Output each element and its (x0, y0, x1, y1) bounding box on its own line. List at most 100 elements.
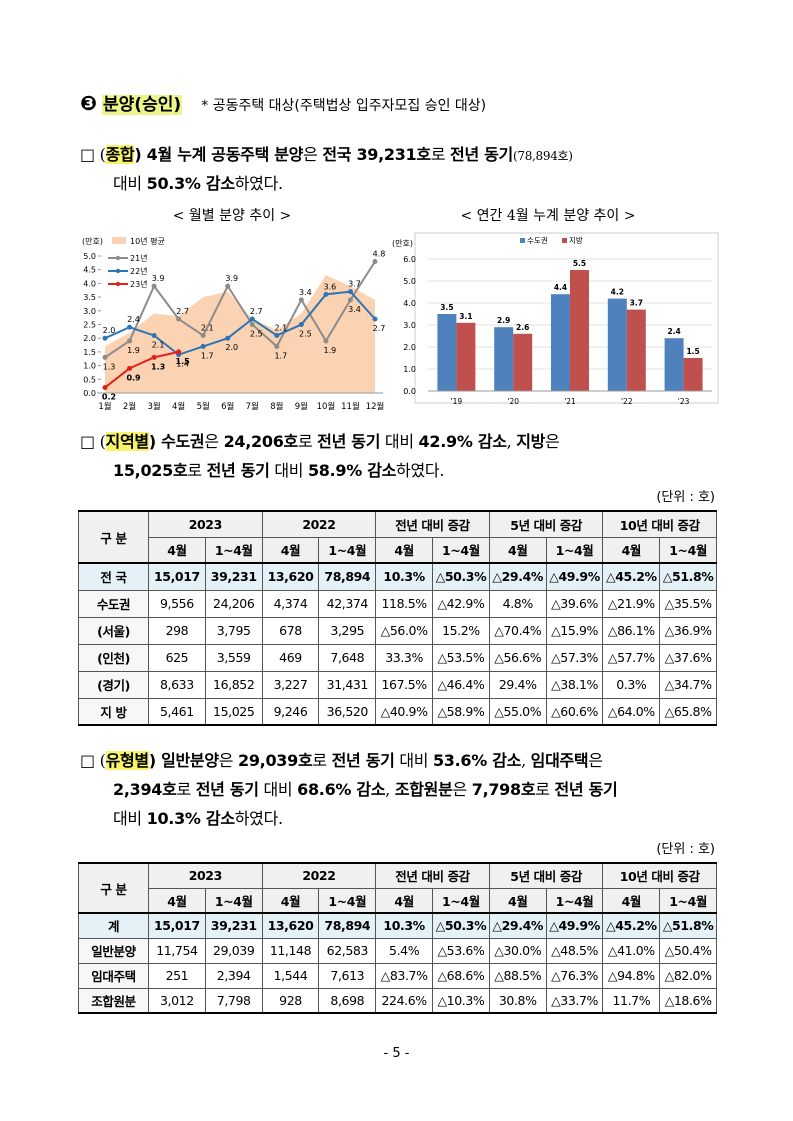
data-label: 3.4 (299, 288, 312, 297)
data-row: 지 방 5,461 15,025 9,246 36,520 △40.9% △58.9% △55… (78, 697, 718, 726)
x-tick-label: '20 (507, 397, 519, 406)
text-run: 10.3% 감소 (146, 809, 235, 828)
data-row: (인천) 625 3,559 469 7,648 33.3% △53.5% △56.6% △57… (78, 643, 718, 672)
x-tick-label: 6월 (221, 401, 234, 412)
paragraph: □ (유형별) 일반분양은 29,039호로 전년 동기 대비 53.6% 감소… (80, 746, 730, 833)
point (102, 354, 108, 360)
y-axis-label: (만호) (392, 239, 413, 248)
monthly-chart: (만호) 0.0 0.5 1.0 1.5 2.0 2.5 3.0 3.5 4.0 4.5 5.0 1월 2… (82, 236, 385, 412)
sub-header: 1~4월 (545, 536, 604, 564)
y-tick-label: 1.0 (403, 365, 416, 374)
data-cell: 29,039 (204, 937, 263, 964)
point (323, 338, 329, 344)
data-cell: 62,583 (318, 937, 377, 964)
bar (513, 333, 533, 391)
data-label: 2.5 (299, 330, 312, 339)
point (225, 335, 231, 341)
y-tick-label: 0.0 (83, 389, 96, 398)
data-label: 5.5 (573, 259, 586, 268)
sub-header: 1~4월 (204, 536, 263, 564)
data-cell: 167.5% (375, 670, 434, 699)
y-axis-label: (만호) (82, 237, 103, 246)
sub-header: 1~4월 (318, 887, 377, 914)
data-row: 전 국 15,017 39,231 13,620 78,894 10.3% △50.3% △2… (78, 562, 718, 591)
point (249, 322, 255, 327)
data-cell: △86.1% (602, 616, 661, 645)
sub-header: 4월 (488, 536, 547, 564)
data-cell: △35.5% (659, 589, 718, 618)
data-cell: 15,017 (148, 562, 206, 591)
data-cell: 4,374 (261, 589, 320, 618)
x-tick-label: 7월 (246, 401, 259, 412)
data-cell: △46.4% (432, 670, 490, 699)
data-cell: 8,698 (318, 987, 377, 1014)
header-row: 구 분 2023 2022 전년 대비 증감 5년 대비 증감 10년 대비 증감 (78, 862, 718, 914)
text-run: 전국 39,231호 (322, 145, 431, 164)
x-tick-label: 4월 (172, 401, 185, 412)
data-cell: 2,394 (204, 962, 263, 989)
data-label: 3.6 (324, 282, 337, 291)
data-cell: 39,231 (204, 562, 263, 591)
group-header: 10년 대비 증감 (602, 510, 718, 538)
data-cell: 9,246 (261, 697, 320, 726)
data-cell: 928 (261, 987, 320, 1014)
text-run: 대비 (380, 432, 419, 451)
data-cell: 15,025 (204, 697, 263, 726)
data-label: 3.9 (225, 274, 238, 283)
legend-marker (115, 281, 121, 287)
group-header: 5년 대비 증감 (488, 510, 604, 538)
data-label: 2.1 (274, 323, 287, 332)
x-tick-label: 12월 (366, 401, 385, 412)
text-run: 지역별 (105, 432, 149, 451)
text-run: , (385, 780, 395, 799)
bar (626, 309, 646, 391)
data-cell: 10.3% (375, 912, 434, 939)
text-run: 전년 동기 (554, 780, 618, 799)
y-tick-label: 1.5 (83, 348, 96, 357)
data-cell: △50.4% (659, 937, 718, 964)
text-run: 종합 (105, 145, 135, 164)
section-title: 분양(승인) (102, 95, 183, 115)
data-label: 4.4 (554, 283, 567, 292)
y-tick-label: 0.5 (83, 375, 96, 384)
sub-header: 1~4월 (318, 536, 377, 564)
data-cell: 1,544 (261, 962, 320, 989)
data-label: 4.2 (611, 288, 624, 297)
header-row: 4월 1~4월 4월 1~4월 4월 1~4월 4월 1~4월 4월 1~4월 (79, 536, 718, 564)
x-tick-label: 5월 (197, 401, 210, 412)
data-cell: △33.7% (545, 987, 604, 1014)
point (151, 354, 157, 360)
type-table: 구 분 2023 2022 전년 대비 증감 5년 대비 증감 10년 대비 증감 4월 1~… (78, 862, 718, 1014)
text-run: 29,039호 (238, 751, 313, 770)
data-label: 2.1 (201, 323, 214, 332)
text-run: , (521, 751, 531, 770)
text-run: 지방 (516, 432, 546, 451)
data-cell: 24,206 (204, 589, 263, 618)
legend-swatch (562, 238, 567, 243)
data-label: 2.1 (152, 340, 165, 349)
text-run: □ ( (80, 145, 106, 164)
legend-swatch (520, 238, 525, 243)
legend-marker (115, 268, 121, 274)
corner-cell: 구 분 (78, 510, 149, 564)
x-tick-label: 9월 (295, 401, 308, 412)
point (102, 335, 108, 341)
sub-header: 1~4월 (432, 536, 490, 564)
data-label: 2.4 (127, 315, 140, 324)
point (200, 332, 206, 338)
table-head: 구 분 2023 2022 전년 대비 증감 5년 대비 증감 10년 대비 증감 4월 1~… (78, 862, 718, 914)
y-tick-label: 2.0 (83, 334, 96, 343)
bar (437, 314, 457, 391)
sub-header: 1~4월 (204, 887, 263, 914)
text-run: 대비 (113, 809, 147, 828)
y-tick-label: 1.0 (83, 362, 96, 371)
text-line: 대비 50.3% 감소하였다. (80, 169, 730, 198)
data-label: 2.4 (667, 327, 680, 336)
text-run: 50.3% 감소 (146, 174, 235, 193)
row-label: 지 방 (78, 697, 149, 726)
point (347, 297, 353, 303)
section-note: * 공동주택 대상(주택법상 입주자모집 승인 대상) (201, 98, 487, 114)
text-line: □ (지역별) 수도권은 24,206호로 전년 동기 대비 42.9% 감소,… (80, 427, 730, 456)
data-cell: 3,559 (204, 643, 263, 672)
point (323, 291, 329, 297)
